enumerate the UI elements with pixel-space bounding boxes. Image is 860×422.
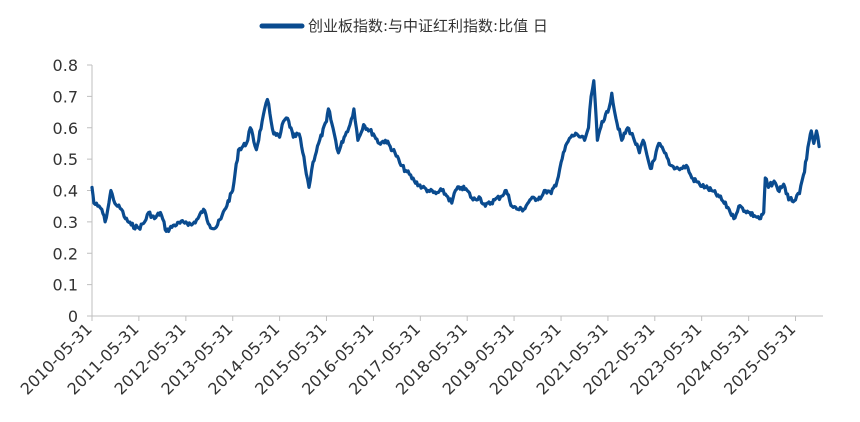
y-tick-label: 0.4: [53, 182, 78, 201]
y-tick-label: 0.6: [53, 119, 78, 138]
legend-label: 创业板指数:与中证红利指数:比值 日: [308, 17, 548, 35]
series-line: [90, 79, 821, 233]
y-tick-label: 0: [68, 307, 78, 326]
legend: 创业板指数:与中证红利指数:比值 日: [259, 17, 548, 35]
y-tick-label: 0.7: [53, 87, 78, 106]
y-tick-label: 0.2: [53, 244, 78, 263]
y-axis-ticks: 0 0.1 0.2 0.3 0.4 0.5 0.6 0.7 0.8: [53, 56, 92, 326]
y-tick-label: 0.3: [53, 213, 78, 232]
y-tick-label: 0.1: [53, 276, 78, 295]
x-axis-ticks: 2010-05-312011-05-312012-05-312013-05-31…: [17, 316, 799, 399]
y-tick-label: 0.5: [53, 150, 78, 169]
y-tick-label: 0.8: [53, 56, 78, 75]
plot-area: [90, 79, 821, 233]
